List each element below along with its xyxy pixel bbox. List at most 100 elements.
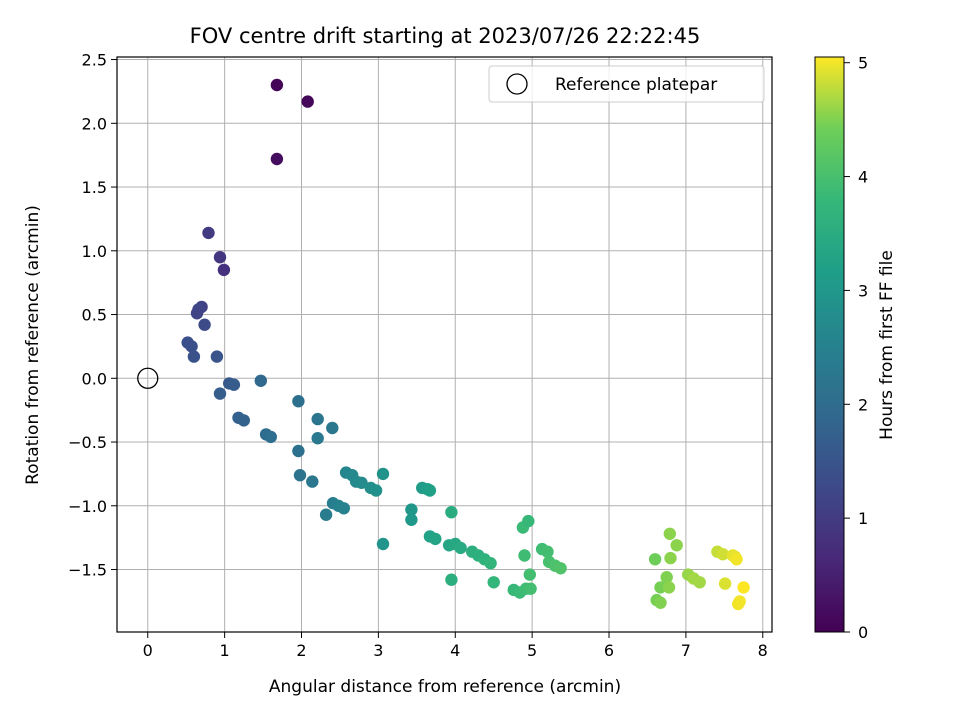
data-point: [190, 307, 204, 320]
data-point: [405, 513, 418, 526]
y-tick-label: −1.0: [68, 497, 107, 516]
colorbar-tick-label: 1: [858, 509, 868, 528]
y-axis-ticks: −1.5 −1.0 −0.5 0.0 0.5 1.0 1.5 2.0 2.5: [68, 51, 117, 580]
legend-entry-reference: Reference platepar: [555, 75, 717, 95]
legend: Reference platepar: [488, 65, 765, 103]
data-point: [405, 503, 418, 516]
data-point: [213, 251, 227, 264]
data-point: [518, 549, 531, 562]
y-tick-label: −0.5: [68, 433, 107, 452]
colorbar-tick-label: 4: [858, 168, 868, 187]
data-point: [293, 469, 307, 482]
x-tick-label: 8: [758, 641, 768, 660]
data-point: [662, 581, 676, 594]
data-point: [487, 576, 500, 589]
data-point: [716, 548, 729, 561]
colorbar-tick-label: 0: [858, 623, 868, 642]
x-tick-label: 2: [296, 641, 306, 660]
data-point: [670, 539, 683, 552]
legend-box: [488, 65, 765, 103]
data-point: [429, 532, 442, 546]
colorbar-tick-label: 2: [858, 395, 868, 414]
colorbar-ticks: 0 1 2 3 4 5: [844, 54, 868, 642]
y-tick-label: 0.0: [82, 369, 107, 388]
grid: [117, 57, 772, 632]
data-point: [445, 506, 458, 519]
data-point: [227, 378, 241, 391]
colorbar-tick-label: 3: [858, 281, 868, 300]
data-point: [376, 467, 390, 481]
data-point: [270, 78, 284, 92]
x-tick-label: 3: [373, 641, 383, 660]
data-point: [270, 152, 284, 166]
data-point: [654, 581, 667, 594]
data-point: [524, 582, 537, 595]
data-point: [254, 374, 267, 387]
data-point: [522, 514, 535, 528]
data-point: [523, 568, 536, 581]
data-point: [664, 551, 677, 565]
data-point: [355, 476, 368, 489]
data-point: [198, 318, 211, 331]
data-point: [306, 475, 319, 488]
x-tick-label: 6: [604, 641, 614, 660]
data-point: [693, 576, 706, 589]
legend-marker: [506, 73, 528, 95]
y-tick-label: 0.5: [82, 306, 107, 325]
data-point: [718, 577, 732, 590]
data-point: [213, 387, 227, 400]
data-point: [445, 573, 458, 586]
y-tick-label: 1.0: [82, 242, 107, 261]
data-point: [292, 395, 305, 408]
data-point: [730, 553, 743, 566]
data-point: [217, 263, 231, 277]
x-tick-label: 7: [681, 641, 691, 660]
chart-title: FOV centre drift starting at 2023/07/26 …: [190, 24, 701, 48]
data-point: [648, 553, 662, 566]
data-point: [292, 444, 305, 458]
data-point: [737, 581, 750, 594]
data-point: [187, 350, 201, 363]
reference-platepar-marker: [137, 367, 159, 389]
data-point: [733, 595, 746, 608]
data-point: [264, 430, 277, 444]
data-point: [660, 571, 673, 584]
colorbar: 0 1 2 3 4 5 Hours from first FF file: [814, 54, 897, 642]
x-axis-ticks: 0 1 2 3 4 5 6 7 8: [143, 632, 768, 660]
data-point: [654, 596, 667, 609]
x-tick-label: 0: [143, 641, 153, 660]
x-axis-label: Angular distance from reference (arcmin): [269, 677, 621, 697]
data-point: [454, 541, 467, 555]
data-point: [484, 557, 497, 570]
data-point: [185, 340, 198, 353]
data-point: [554, 562, 567, 575]
data-point: [301, 95, 314, 108]
y-tick-label: −1.5: [68, 561, 107, 580]
data-points: [137, 78, 750, 611]
data-point: [210, 350, 224, 363]
x-tick-label: 1: [220, 641, 230, 660]
data-point: [237, 414, 250, 427]
data-point: [311, 412, 324, 426]
y-tick-label: 2.5: [82, 51, 107, 70]
x-tick-label: 5: [527, 641, 537, 660]
data-point: [376, 537, 390, 551]
colorbar-gradient: [814, 56, 845, 633]
colorbar-tick-label: 5: [858, 54, 868, 73]
colorbar-label: Hours from first FF file: [877, 250, 897, 440]
data-point: [337, 502, 350, 515]
y-axis-label: Rotation from reference (arcmin): [23, 205, 43, 485]
data-point: [423, 484, 437, 497]
data-point: [541, 545, 554, 558]
data-point: [663, 527, 676, 540]
data-point: [369, 484, 383, 497]
plot-frame: [116, 56, 773, 633]
y-tick-label: 2.0: [82, 114, 107, 133]
x-tick-label: 4: [450, 641, 460, 660]
data-point: [311, 432, 324, 445]
y-tick-label: 1.5: [82, 178, 107, 197]
data-point: [319, 508, 333, 521]
data-point: [202, 226, 215, 240]
